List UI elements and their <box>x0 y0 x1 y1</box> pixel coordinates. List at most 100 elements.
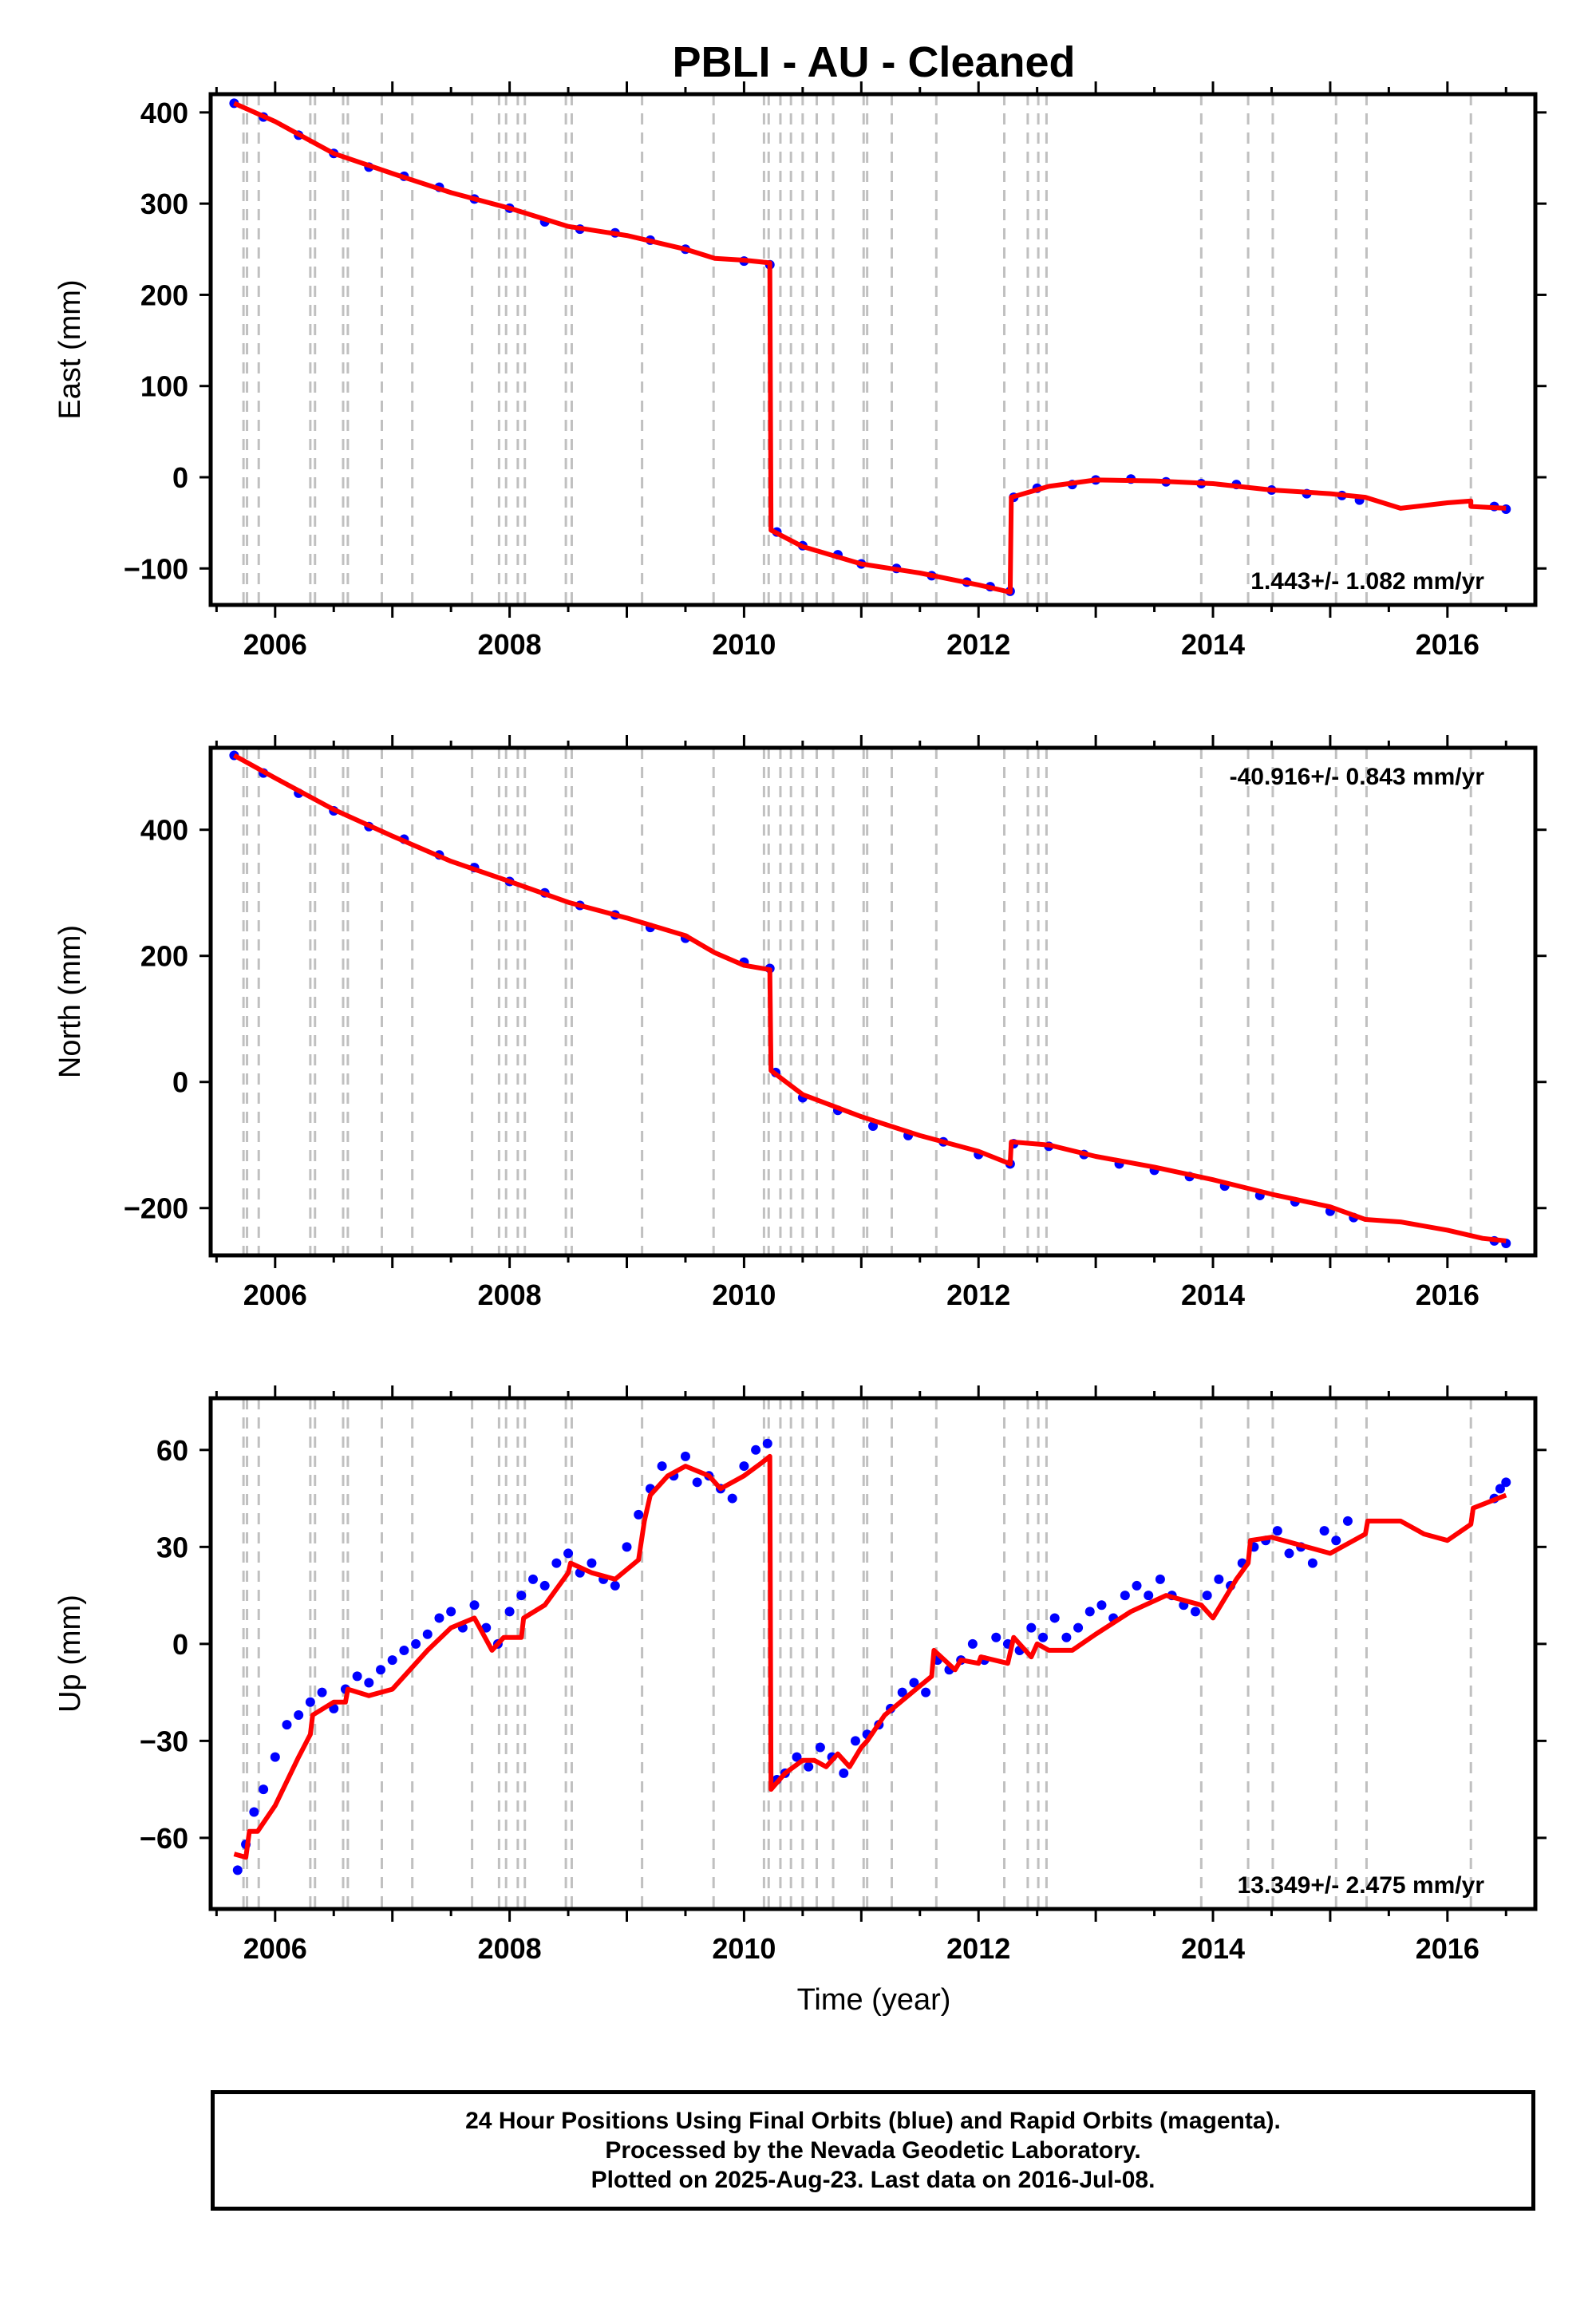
north-xtick-label: 2008 <box>478 1279 542 1311</box>
east-epoch-gridlines <box>242 94 1472 605</box>
north-rate-label: -40.916+/- 0.843 mm/yr <box>1230 764 1485 790</box>
up-xtick-label: 2010 <box>712 1932 776 1965</box>
data-point <box>622 1542 632 1552</box>
north-epoch-gridlines <box>242 748 1472 1255</box>
north-ytick-label: 0 <box>172 1066 188 1099</box>
east-ytick-label: 100 <box>140 370 188 403</box>
north-y-axis-title: North (mm) <box>53 925 87 1078</box>
data-point <box>481 1622 492 1633</box>
data-point <box>1272 1526 1282 1536</box>
east-ytick-label: 200 <box>140 279 188 311</box>
east-plot-frame <box>208 92 1538 607</box>
x-axis-label: Time (year) <box>797 1983 951 2017</box>
data-point <box>692 1477 702 1488</box>
data-point <box>1331 1535 1341 1546</box>
up-xtick-label: 2006 <box>243 1932 307 1965</box>
east-y-axis-title: East (mm) <box>53 279 87 419</box>
data-point <box>539 1580 550 1591</box>
data-point <box>610 1580 620 1591</box>
data-point <box>850 1736 860 1746</box>
data-point <box>815 1742 825 1753</box>
up-epoch-gridlines <box>242 1398 1472 1909</box>
data-point <box>232 1865 243 1875</box>
panel-north: −200 0 200 400 2006 2008 2010 2012 2014 2016 North… <box>53 735 1547 1311</box>
data-point <box>527 1574 538 1584</box>
north-ytick-label: 400 <box>140 814 188 847</box>
up-ytick-label: 0 <box>172 1628 188 1661</box>
east-xtick-label: 2006 <box>243 628 307 661</box>
data-point <box>680 1451 690 1461</box>
north-xtick-label: 2016 <box>1416 1279 1479 1311</box>
north-plot-frame <box>208 745 1538 1258</box>
data-point <box>921 1687 931 1697</box>
data-point <box>422 1629 433 1639</box>
data-point <box>282 1720 292 1730</box>
north-model-line <box>232 753 1507 1243</box>
data-point <box>1026 1622 1037 1633</box>
up-plot-frame <box>208 1396 1538 1911</box>
east-ytick-label: 400 <box>140 97 188 129</box>
data-point <box>270 1752 280 1762</box>
data-point <box>1084 1607 1095 1617</box>
east-ytick-label: −100 <box>124 552 188 585</box>
data-point <box>739 1461 749 1472</box>
figure-title: PBLI - AU - Cleaned <box>672 38 1075 86</box>
north-ytick-label: −200 <box>124 1192 188 1225</box>
data-point <box>967 1638 978 1649</box>
data-point <box>1501 1477 1511 1488</box>
data-point <box>446 1607 456 1617</box>
caption-line-1: 24 Hour Positions Using Final Orbits (bl… <box>465 2108 1281 2134</box>
data-point <box>634 1509 644 1520</box>
data-point <box>1202 1591 1212 1601</box>
data-point <box>1073 1622 1084 1633</box>
data-point <box>1096 1600 1107 1611</box>
up-ytick-label: 60 <box>156 1434 188 1467</box>
data-point <box>839 1768 849 1778</box>
data-point <box>1038 1632 1049 1642</box>
data-point <box>1342 1516 1353 1526</box>
data-point <box>551 1558 562 1568</box>
data-point <box>317 1687 327 1697</box>
up-y-axis-title: Up (mm) <box>53 1595 87 1713</box>
data-point <box>1120 1591 1130 1601</box>
data-point <box>376 1665 386 1675</box>
data-point <box>751 1445 761 1455</box>
data-point <box>1319 1526 1329 1536</box>
north-ytick-label: 200 <box>140 940 188 973</box>
panel-up: −60 −30 0 30 60 2006 2008 2010 2012 2014 2016 Up (m… <box>53 1385 1547 1965</box>
caption-box: 24 Hour Positions Using Final Orbits (bl… <box>211 2090 1535 2211</box>
east-ytick-label: 0 <box>172 461 188 494</box>
data-point <box>294 1709 304 1720</box>
data-point <box>657 1461 667 1472</box>
panel-east: −100 0 100 200 300 400 2006 2008 2010 2012 2014 201… <box>53 81 1547 661</box>
north-data-points <box>229 750 1511 1248</box>
east-rate-label: 1.443+/- 1.082 mm/yr <box>1250 568 1484 595</box>
up-xtick-label: 2008 <box>478 1932 542 1965</box>
data-point <box>259 1784 269 1795</box>
north-xtick-label: 2006 <box>243 1279 307 1311</box>
data-point <box>1307 1558 1317 1568</box>
data-point <box>305 1697 315 1707</box>
east-data-points <box>229 98 1511 596</box>
data-point <box>399 1645 409 1655</box>
up-ytick-label: 30 <box>156 1531 188 1563</box>
data-point <box>909 1678 919 1688</box>
up-xtick-label: 2014 <box>1181 1932 1245 1965</box>
data-point <box>991 1632 1001 1642</box>
data-point <box>727 1493 737 1504</box>
data-point <box>762 1438 772 1448</box>
east-ytick-label: 300 <box>140 188 188 220</box>
east-model-line <box>233 101 1507 595</box>
data-point <box>387 1655 397 1666</box>
north-xtick-label: 2012 <box>946 1279 1010 1311</box>
data-point <box>469 1600 480 1611</box>
data-point <box>897 1687 907 1697</box>
data-point <box>411 1638 421 1649</box>
data-point <box>249 1807 259 1817</box>
data-point <box>1061 1632 1072 1642</box>
east-xtick-label: 2016 <box>1416 628 1479 661</box>
north-xtick-label: 2014 <box>1181 1279 1245 1311</box>
caption-line-3: Plotted on 2025-Aug-23. Last data on 201… <box>591 2167 1156 2193</box>
data-point <box>1144 1591 1154 1601</box>
